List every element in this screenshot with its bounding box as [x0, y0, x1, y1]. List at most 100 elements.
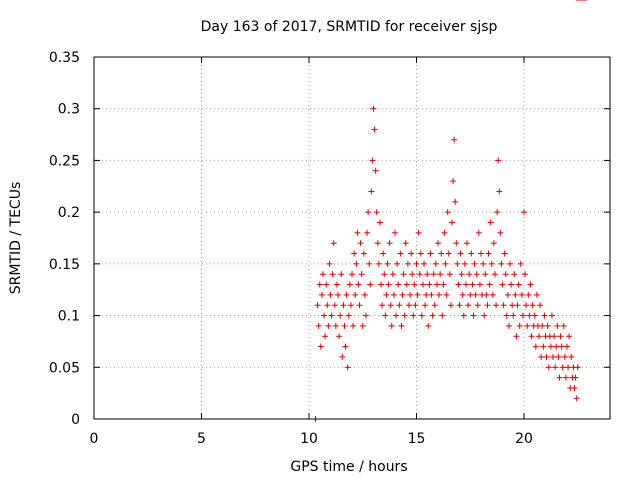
- data-point: [441, 229, 448, 236]
- data-point: [326, 260, 333, 267]
- data-point: [448, 219, 455, 226]
- data-point: [444, 209, 451, 216]
- data-point: [315, 322, 322, 329]
- data-point: [395, 281, 402, 288]
- data-point: [327, 291, 334, 298]
- data-point: [384, 260, 391, 267]
- data-point: [432, 260, 439, 267]
- data-point: [371, 126, 378, 133]
- data-point: [497, 229, 504, 236]
- data-point: [383, 291, 390, 298]
- y-tick-label: 0.2: [58, 205, 80, 221]
- data-point: [518, 291, 525, 298]
- data-point: [510, 312, 517, 319]
- x-tick-label: 15: [408, 431, 426, 447]
- data-point: [493, 302, 500, 309]
- data-point: [413, 260, 420, 267]
- y-axis-label: SRMTID / TECUs: [8, 182, 24, 295]
- data-point: [370, 105, 377, 112]
- data-point: [468, 250, 475, 257]
- data-point: [486, 281, 493, 288]
- data-point: [557, 333, 564, 340]
- data-point: [355, 281, 362, 288]
- data-point: [382, 312, 389, 319]
- data-point: [409, 271, 416, 278]
- data-point: [415, 229, 422, 236]
- data-point: [394, 260, 401, 267]
- data-point: [515, 281, 522, 288]
- data-point: [464, 240, 471, 247]
- data-point: [357, 240, 364, 247]
- data-point: [450, 178, 457, 185]
- data-point: [417, 250, 424, 257]
- data-point: [523, 302, 530, 309]
- data-points: [312, 0, 588, 422]
- y-tick-label: 0.15: [49, 257, 80, 273]
- data-point: [381, 271, 388, 278]
- data-point: [451, 136, 458, 143]
- data-point: [571, 384, 578, 391]
- data-point: [414, 291, 421, 298]
- data-point: [568, 353, 575, 360]
- data-point: [323, 281, 330, 288]
- data-point: [446, 271, 453, 278]
- data-point: [321, 312, 328, 319]
- data-point: [364, 229, 371, 236]
- data-point: [547, 343, 554, 350]
- data-point: [562, 374, 569, 381]
- data-point: [480, 260, 487, 267]
- data-point: [330, 240, 337, 247]
- data-point: [457, 250, 464, 257]
- data-point: [407, 291, 414, 298]
- data-point: [411, 281, 418, 288]
- data-point: [519, 312, 526, 319]
- data-point: [339, 353, 346, 360]
- data-point: [560, 322, 567, 329]
- data-point: [531, 312, 538, 319]
- data-point: [430, 271, 437, 278]
- data-point: [361, 291, 368, 298]
- data-point: [350, 322, 357, 329]
- data-point: [501, 250, 508, 257]
- data-point: [453, 240, 460, 247]
- data-point: [551, 333, 558, 340]
- data-point: [482, 271, 489, 278]
- data-point: [527, 281, 534, 288]
- data-point: [389, 271, 396, 278]
- data-point: [425, 322, 432, 329]
- data-point: [368, 188, 375, 195]
- data-point: [554, 322, 561, 329]
- data-point: [455, 281, 462, 288]
- data-point: [347, 302, 354, 309]
- data-point: [461, 260, 468, 267]
- data-point: [573, 395, 580, 402]
- grid-lines: [94, 57, 610, 419]
- data-point: [365, 209, 372, 216]
- data-point: [332, 322, 339, 329]
- data-point: [428, 291, 435, 298]
- y-tick-label: 0.3: [58, 102, 80, 118]
- data-point: [521, 209, 527, 216]
- x-axis-label: GPS time / hours: [290, 459, 407, 475]
- data-point: [552, 364, 559, 371]
- y-tick-label: 0.05: [49, 360, 80, 376]
- data-point: [400, 271, 407, 278]
- data-point: [317, 343, 324, 350]
- data-point: [447, 302, 454, 309]
- data-point: [341, 322, 348, 329]
- data-point: [475, 229, 482, 236]
- data-point: [491, 271, 498, 278]
- y-tick-label: 0.25: [49, 153, 80, 169]
- data-point: [459, 291, 466, 298]
- data-point: [548, 312, 555, 319]
- data-point: [504, 291, 511, 298]
- data-point: [458, 271, 465, 278]
- data-point: [344, 364, 351, 371]
- data-point: [556, 374, 563, 381]
- data-point: [550, 353, 557, 360]
- data-point: [431, 302, 438, 309]
- data-point: [473, 271, 480, 278]
- data-point: [553, 343, 560, 350]
- data-point: [543, 353, 550, 360]
- data-point: [356, 302, 363, 309]
